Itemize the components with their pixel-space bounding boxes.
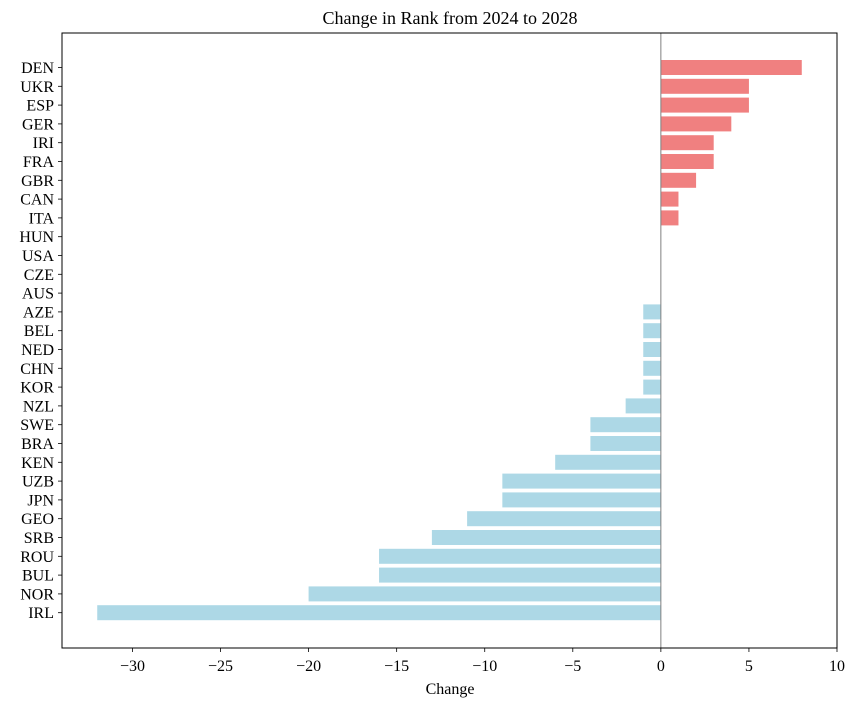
- chart-title: Change in Rank from 2024 to 2028: [323, 8, 578, 28]
- y-tick-label: FRA: [23, 154, 55, 171]
- bar-chn: [643, 360, 661, 376]
- bar-ken: [555, 454, 661, 470]
- y-tick-label: ROU: [20, 549, 54, 566]
- y-tick-label: SWE: [20, 417, 54, 434]
- y-tick-label: KOR: [20, 380, 54, 397]
- y-tick-label: ESP: [26, 98, 54, 115]
- y-tick-label: SRB: [24, 530, 54, 547]
- bar-aze: [643, 304, 661, 320]
- y-tick-label: UZB: [22, 474, 54, 491]
- y-tick-label: CHN: [20, 361, 54, 378]
- x-tick-label: 0: [657, 658, 665, 675]
- y-tick-label: IRI: [33, 135, 54, 152]
- y-tick-label: GEO: [21, 511, 54, 528]
- bar-ger: [660, 116, 732, 132]
- bar-swe: [590, 417, 661, 433]
- y-tick-label: IRL: [28, 605, 54, 622]
- y-tick-label: AUS: [22, 286, 54, 303]
- bar-srb: [431, 530, 661, 545]
- y-tick-label: HUN: [19, 229, 54, 246]
- y-tick-label: NED: [21, 342, 54, 359]
- x-tick-label: 5: [745, 658, 753, 675]
- y-tick-label: NZL: [23, 398, 54, 415]
- x-axis-label: Change: [426, 681, 475, 698]
- bar-ukr: [660, 78, 749, 94]
- y-tick-label: NOR: [20, 586, 54, 603]
- x-ticks: −30 −25 −20 −15 −10 −5 0 5 10: [120, 648, 845, 675]
- y-tick-label: AZE: [23, 304, 54, 321]
- y-tick-label: ITA: [29, 210, 55, 227]
- bar-ita: [660, 210, 679, 226]
- bar-irl: [97, 605, 661, 621]
- bar-esp: [660, 97, 749, 113]
- bar-bel: [643, 323, 661, 339]
- bar-kor: [643, 379, 661, 395]
- y-tick-label: UKR: [20, 79, 54, 96]
- y-tick-label: BEL: [24, 323, 54, 340]
- bar-ned: [643, 342, 661, 357]
- y-tick-label: CZE: [24, 267, 54, 284]
- bar-fra: [660, 154, 714, 169]
- y-tick-label: GER: [22, 116, 54, 133]
- x-tick-label: −10: [472, 658, 497, 675]
- x-tick-label: 10: [829, 658, 845, 675]
- bar-uzb: [502, 473, 661, 489]
- bar-can: [660, 191, 679, 207]
- bar-bul: [379, 567, 661, 583]
- x-tick-label: −25: [208, 658, 233, 675]
- bar-rou: [379, 548, 661, 564]
- y-tick-label: BUL: [22, 568, 54, 585]
- bar-nor: [308, 586, 661, 602]
- bar-bra: [590, 436, 661, 451]
- y-tick-label: BRA: [21, 436, 54, 453]
- bars-group: [97, 60, 802, 621]
- x-tick-label: −5: [564, 658, 581, 675]
- x-tick-label: −30: [120, 658, 145, 675]
- y-tick-label: DEN: [21, 60, 54, 77]
- x-tick-label: −20: [296, 658, 321, 675]
- bar-den: [660, 60, 802, 75]
- y-tick-label: KEN: [21, 455, 54, 472]
- plot-frame: [61, 32, 838, 649]
- y-tick-label: CAN: [20, 192, 54, 209]
- x-tick-label: −15: [384, 658, 409, 675]
- bar-iri: [660, 135, 714, 151]
- bar-gbr: [660, 172, 697, 188]
- y-tick-label: GBR: [21, 173, 54, 190]
- y-tick-label: USA: [22, 248, 54, 265]
- bar-jpn: [502, 492, 661, 508]
- bar-nzl: [625, 398, 661, 414]
- bar-geo: [467, 511, 661, 527]
- y-tick-label: JPN: [27, 492, 54, 509]
